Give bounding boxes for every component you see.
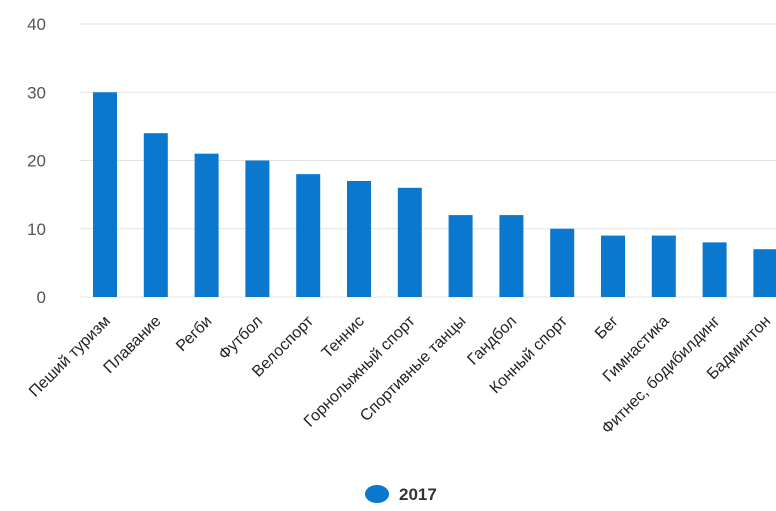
- x-category-label: Бег: [592, 313, 622, 343]
- x-category-label: Регби: [173, 313, 215, 355]
- y-tick-label: 20: [27, 152, 46, 171]
- bar[interactable]: [753, 249, 776, 297]
- bar[interactable]: [550, 228, 575, 297]
- x-category-label: Пеший туризм: [26, 313, 114, 401]
- bar[interactable]: [651, 235, 676, 297]
- legend[interactable]: 2017: [365, 485, 437, 504]
- bar[interactable]: [448, 215, 473, 297]
- bar[interactable]: [194, 153, 219, 297]
- bar[interactable]: [347, 180, 371, 297]
- y-tick-label: 0: [37, 288, 46, 307]
- x-category-label: Теннис: [319, 313, 368, 362]
- legend-label-2017: 2017: [399, 485, 437, 504]
- bar[interactable]: [296, 174, 321, 297]
- bar[interactable]: [143, 133, 168, 297]
- y-tick-label: 40: [27, 15, 46, 34]
- legend-marker-2017: [365, 485, 389, 503]
- bar[interactable]: [601, 235, 625, 297]
- x-category-label: Футбол: [216, 313, 267, 364]
- bar[interactable]: [702, 242, 727, 297]
- y-tick-label: 10: [27, 220, 46, 239]
- bars: [93, 92, 776, 297]
- bar[interactable]: [499, 215, 524, 297]
- y-tick-label: 30: [27, 83, 46, 102]
- bar[interactable]: [245, 160, 270, 298]
- bar[interactable]: [397, 187, 422, 297]
- y-axis-ticks: 0 10 20 30 40: [27, 15, 46, 307]
- bar[interactable]: [93, 92, 117, 297]
